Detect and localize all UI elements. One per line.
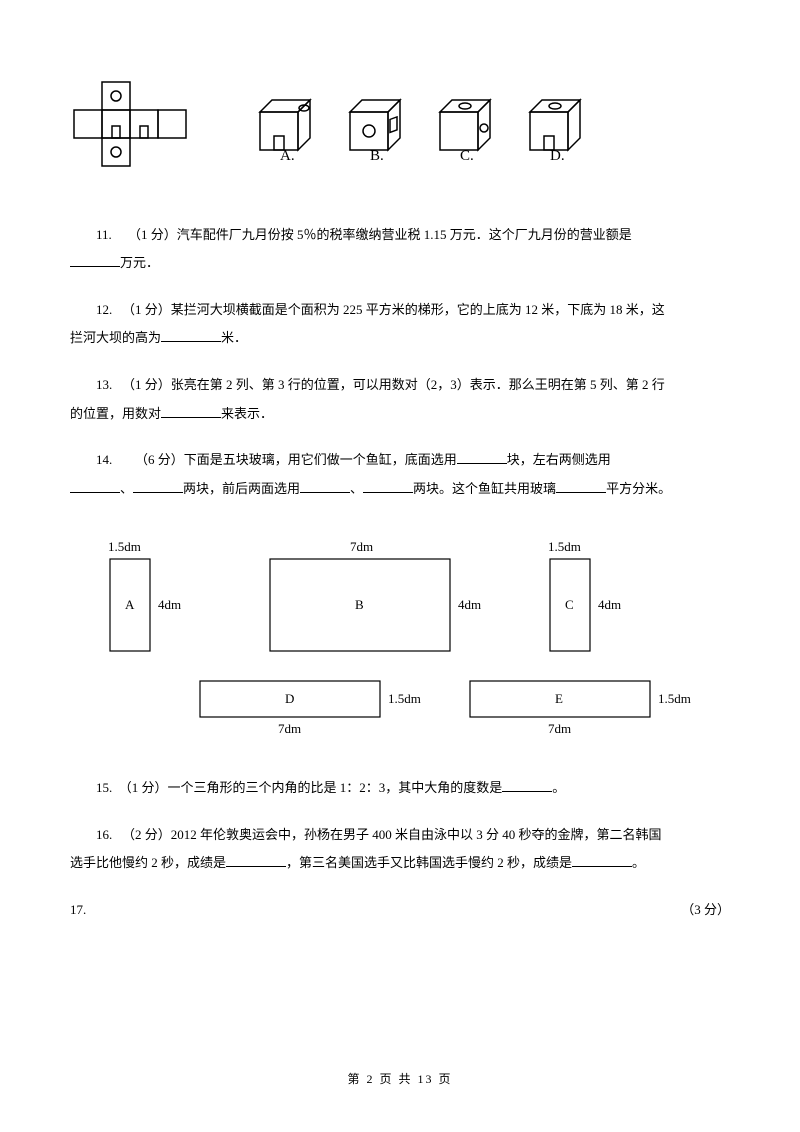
q11-text-a: 汽车配件厂九月份按 5％的税率缴纳营业税 1.15 万元．这个厂九月份的营业额是	[177, 227, 632, 242]
q14-blank4[interactable]	[300, 480, 350, 493]
footer-text: 第 2 页 共 13 页	[347, 1072, 452, 1086]
option-a-label: A.	[280, 148, 295, 164]
q16-text-d: 。	[632, 855, 645, 870]
q14-points: （6 分）	[135, 452, 184, 467]
question-12: 12. （1 分）某拦河大坝横截面是个面积为 225 平方米的梯形，它的上底为 …	[70, 296, 730, 325]
rect-b-wlabel: 7dm	[350, 539, 373, 554]
question-17: 17. （3 分）	[70, 896, 730, 925]
q15-text-a: 一个三角形的三个内角的比是 1：2：3，其中大角的度数是	[168, 780, 503, 795]
q13-blank[interactable]	[161, 405, 221, 418]
rect-c-hlabel: 4dm	[598, 597, 621, 612]
q16-text-a: 2012 年伦敦奥运会中，孙杨在男子 400 米自由泳中以 3 分 40 秒夺的…	[171, 827, 662, 842]
q14-blank5[interactable]	[363, 480, 413, 493]
question-16: 16. （2 分）2012 年伦敦奥运会中，孙杨在男子 400 米自由泳中以 3…	[70, 821, 730, 850]
rect-e-wlabel: 7dm	[548, 721, 571, 736]
glass-figure: 1.5dm A 4dm 7dm B 4dm 1.5dm C 4dm D 1.5d…	[70, 533, 730, 754]
q16-text-b: 选手比他慢约 2 秒，成绩是	[70, 855, 226, 870]
q13-num: 13.	[96, 377, 112, 392]
q14-blank2[interactable]	[70, 480, 120, 493]
q12-text-a: 某拦河大坝横截面是个面积为 225 平方米的梯形，它的上底为 12 米，下底为 …	[171, 302, 665, 317]
q14-text-d: 两块，前后两面选用	[183, 481, 300, 496]
q11-points: （1 分）	[128, 227, 177, 242]
rect-c-label: C	[565, 597, 574, 612]
question-11: 11. （1 分）汽车配件厂九月份按 5％的税率缴纳营业税 1.15 万元．这个…	[70, 221, 730, 250]
rect-e-label: E	[555, 691, 563, 706]
q14-blank1[interactable]	[457, 451, 507, 464]
rect-a-wlabel: 1.5dm	[108, 539, 141, 554]
rect-d-label: D	[285, 691, 294, 706]
question-14: 14. （6 分）下面是五块玻璃，用它们做一个鱼缸，底面选用 块，左右两侧选用	[70, 446, 730, 475]
q17-points: （3 分）	[681, 896, 730, 925]
question-13: 13. （1 分）张亮在第 2 列、第 3 行的位置，可以用数对（2，3）表示．…	[70, 371, 730, 400]
q13-line2: 的位置，用数对 来表示．	[70, 400, 730, 429]
q15-points: （1 分）	[119, 780, 168, 795]
q11-text-b: 万元．	[120, 255, 159, 270]
q14-text-b: 块，左右两侧选用	[507, 452, 611, 467]
q15-text-b: 。	[552, 780, 565, 795]
q17-num: 17.	[70, 896, 86, 925]
q13-text-b: 的位置，用数对	[70, 406, 161, 421]
q14-text-f: 两块。这个鱼缸共用玻璃	[413, 481, 556, 496]
rect-b-hlabel: 4dm	[458, 597, 481, 612]
rect-e-hlabel: 1.5dm	[658, 691, 691, 706]
q12-text-c: 米．	[221, 330, 247, 345]
rect-b-label: B	[355, 597, 364, 612]
q15-blank[interactable]	[502, 779, 552, 792]
q16-points: （2 分）	[122, 827, 171, 842]
option-b-label: B.	[370, 148, 384, 164]
q13-text-a: 张亮在第 2 列、第 3 行的位置，可以用数对（2，3）表示．那么王明在第 5 …	[171, 377, 665, 392]
q12-points: （1 分）	[122, 302, 171, 317]
q14-num: 14.	[96, 452, 112, 467]
option-d-label: D.	[550, 148, 565, 164]
q12-text-b: 拦河大坝的高为	[70, 330, 161, 345]
q14-text-e: 、	[350, 481, 363, 496]
q16-blank2[interactable]	[572, 854, 632, 867]
q16-blank1[interactable]	[226, 854, 286, 867]
q11-num: 11.	[96, 227, 112, 242]
q15-num: 15.	[96, 780, 112, 795]
q13-text-c: 来表示．	[221, 406, 273, 421]
rect-c-wlabel: 1.5dm	[548, 539, 581, 554]
q16-num: 16.	[96, 827, 112, 842]
q12-num: 12.	[96, 302, 112, 317]
q11-line2: 万元．	[70, 249, 730, 278]
q14-text-a: 下面是五块玻璃，用它们做一个鱼缸，底面选用	[184, 452, 457, 467]
rect-d-wlabel: 7dm	[278, 721, 301, 736]
q13-points: （1 分）	[122, 377, 171, 392]
q14-blank6[interactable]	[556, 480, 606, 493]
q16-line2: 选手比他慢约 2 秒，成绩是 ，第三名美国选手又比韩国选手慢约 2 秒，成绩是 。	[70, 849, 730, 878]
option-c-label: C.	[460, 148, 474, 164]
rect-a-label: A	[125, 597, 135, 612]
cube-net-figure: A. B. C. D.	[70, 80, 730, 201]
q14-text-g: 平方分米。	[606, 481, 671, 496]
q14-text-c: 、	[120, 481, 133, 496]
q12-line2: 拦河大坝的高为 米．	[70, 324, 730, 353]
question-15: 15. （1 分）一个三角形的三个内角的比是 1：2：3，其中大角的度数是 。	[70, 774, 730, 803]
rect-a-hlabel: 4dm	[158, 597, 181, 612]
page-footer: 第 2 页 共 13 页	[0, 1066, 800, 1092]
q16-text-c: ，第三名美国选手又比韩国选手慢约 2 秒，成绩是	[286, 855, 572, 870]
q14-line2: 、 两块，前后两面选用 、 两块。这个鱼缸共用玻璃 平方分米。	[70, 475, 730, 504]
q12-blank[interactable]	[161, 329, 221, 342]
q14-blank3[interactable]	[133, 480, 183, 493]
rect-d-hlabel: 1.5dm	[388, 691, 421, 706]
q11-blank[interactable]	[70, 254, 120, 267]
